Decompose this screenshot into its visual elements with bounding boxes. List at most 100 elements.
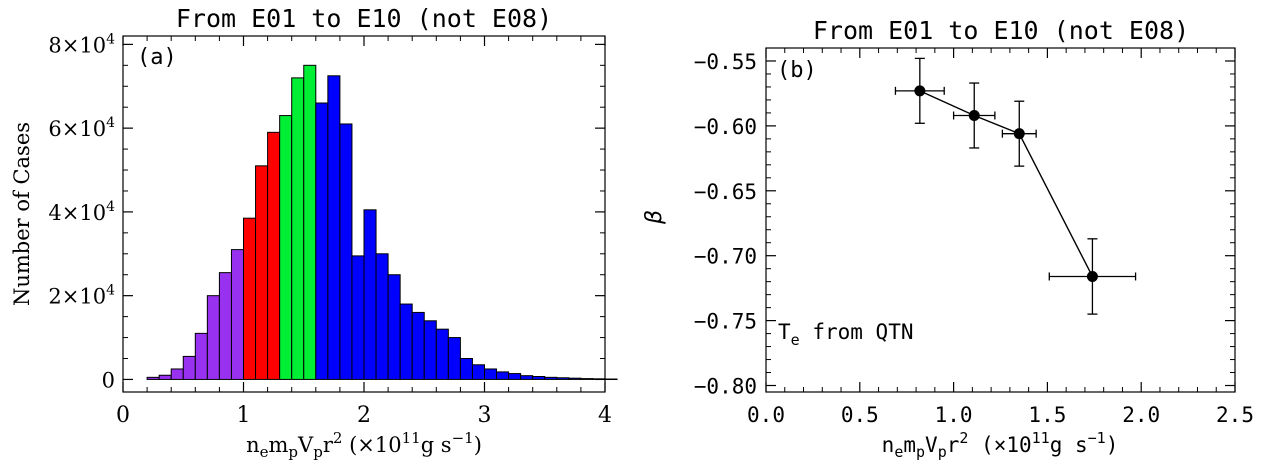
panel-b-label: (b): [777, 58, 817, 83]
bx-label-rest: (×10: [968, 433, 1031, 457]
annotation-sub-e: e: [791, 331, 800, 349]
histogram-bar: [496, 371, 510, 380]
bx-label-sub-p2: p: [938, 443, 947, 461]
annotation-t: T: [778, 320, 791, 344]
bx-label-exp: 11: [1032, 429, 1050, 447]
bx-label-sub-p: p: [916, 443, 925, 461]
y-tick-label: −0.60: [694, 115, 757, 139]
histogram-bar: [532, 376, 546, 380]
histogram-bar: [484, 368, 498, 380]
panel-b: From E01 to E10 (not E08) (b) 0.0 0.5 1.0 1…: [642, 16, 1254, 461]
panel-b-title: From E01 to E10 (not E08): [813, 16, 1189, 45]
histogram-bar: [604, 378, 618, 381]
panel-b-points: [894, 57, 1137, 315]
panel-b-x-label: nempVpr2 (×1011g s−1): [882, 429, 1119, 461]
histogram-bar: [447, 337, 461, 380]
histogram-bar: [315, 102, 329, 380]
panel-b-x-ticks: 0.0 0.5 1.0 1.5 2.0 2.5: [747, 48, 1254, 427]
bx-label-unit: g s: [1050, 433, 1088, 457]
histogram-bar: [303, 64, 317, 380]
panel-b-y-ticks: −0.55 −0.60 −0.65 −0.70 −0.75 −0.80: [694, 50, 1235, 399]
histogram-bar: [218, 272, 232, 380]
histogram-bar: [411, 311, 425, 380]
annotation-rest: from QTN: [800, 320, 914, 344]
histogram-bar: [508, 373, 522, 380]
panel-a: From E01 to E10 (not E08) (a) 0 1 2 3 4 0 2×1…: [10, 4, 618, 461]
histogram-bar: [459, 357, 473, 380]
x-tick-label: 4: [598, 403, 612, 428]
x-label-m: m: [269, 433, 289, 457]
histogram-bar: [544, 376, 558, 380]
x-tick-label: 1.0: [935, 403, 973, 427]
histogram-bar: [194, 332, 208, 380]
histogram-bar: [399, 303, 413, 380]
y-tick-label: 6×104: [48, 115, 115, 141]
x-label-unit: g s: [421, 433, 452, 457]
histogram-bar: [556, 377, 570, 380]
panel-a-x-label: nempVpr2 (×1011g s−1): [246, 429, 482, 461]
x-label-exp: 11: [402, 429, 421, 447]
x-tick-label: 0.0: [747, 403, 785, 427]
panel-a-title: From E01 to E10 (not E08): [176, 4, 552, 33]
y-tick-label: 8×104: [48, 31, 115, 57]
bx-label-r: r: [947, 433, 960, 457]
histogram-bar: [375, 253, 389, 380]
y-tick-label: −0.55: [694, 50, 757, 74]
panel-a-label: (a): [137, 45, 177, 70]
bx-label-unit-exp: −1: [1088, 429, 1106, 447]
histogram-bar: [387, 274, 401, 380]
histogram-bar: [206, 295, 220, 380]
histogram-bar: [423, 320, 437, 380]
bx-label-sup-2: 2: [959, 429, 968, 447]
histogram-bar: [146, 376, 160, 380]
x-tick-label: 3: [478, 403, 492, 428]
histogram-bar: [170, 368, 184, 380]
y-tick-label: −0.80: [694, 375, 757, 399]
histogram-bar: [230, 249, 244, 380]
panel-a-x-ticks: 0 1 2 3 4: [116, 36, 612, 428]
x-tick-label: 2.0: [1122, 403, 1160, 427]
data-point: [1013, 128, 1025, 140]
bx-label-m: m: [903, 433, 916, 457]
histogram-bar: [568, 377, 582, 380]
panel-b-frame: [765, 47, 1236, 393]
histogram-bar: [327, 75, 341, 380]
bx-label-n: n: [882, 433, 895, 457]
histogram-bar: [243, 217, 257, 380]
y-tick-label: −0.75: [694, 310, 757, 334]
x-label-v: V: [297, 433, 314, 457]
panel-b-y-label: β: [642, 210, 667, 225]
data-point: [968, 110, 980, 122]
panel-b-annotation: Te from QTN: [778, 320, 913, 349]
y-tick-label: 2×104: [48, 283, 115, 309]
histogram-bar: [182, 355, 196, 380]
x-label-sub-p: p: [288, 443, 298, 461]
bx-label-v: V: [925, 433, 938, 457]
x-label-unit-exp: −1: [452, 429, 474, 447]
panel-b-series-line: [919, 90, 1094, 277]
x-label-n: n: [246, 433, 260, 457]
x-tick-label: 2: [357, 403, 371, 428]
y-tick-label: 0: [102, 368, 115, 392]
data-point: [914, 85, 926, 97]
histogram-bar: [435, 328, 449, 380]
panel-a-bars: [146, 64, 618, 381]
y-tick-label: 4×104: [48, 199, 115, 225]
histogram-bar: [339, 123, 353, 380]
histogram-bar: [255, 165, 269, 380]
histogram-bar: [158, 374, 172, 380]
histogram-bar: [471, 364, 486, 380]
bx-label-sub-e: e: [894, 443, 903, 461]
histogram-bar: [267, 131, 281, 380]
data-point: [1086, 270, 1098, 282]
histogram-bar: [580, 378, 594, 380]
x-label-sub-p2: p: [313, 443, 323, 461]
x-label-sub-e: e: [260, 443, 269, 461]
panel-a-y-label: Number of Cases: [10, 122, 34, 306]
histogram-bar: [520, 375, 534, 380]
x-tick-label: 0: [116, 403, 130, 428]
bx-label-close: ): [1106, 433, 1119, 457]
histogram-bar: [279, 115, 293, 380]
x-tick-label: 1: [237, 403, 251, 428]
